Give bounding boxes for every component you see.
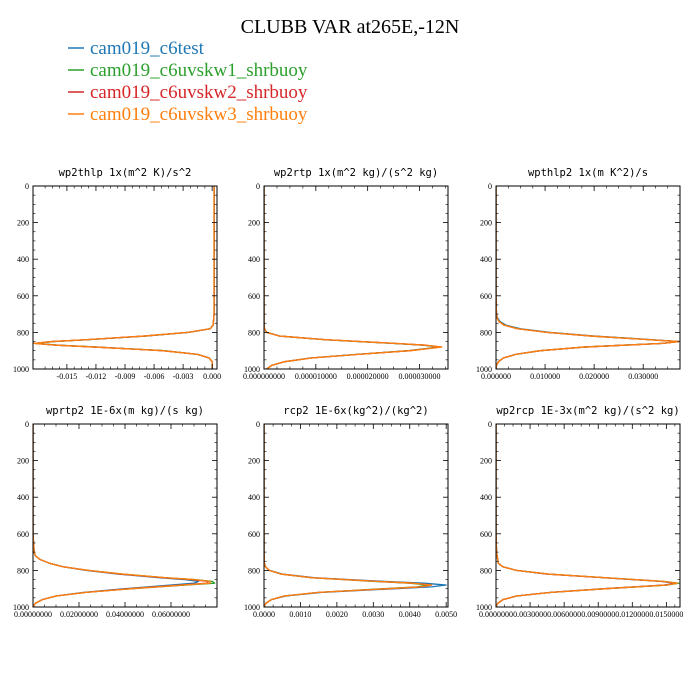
y-tick-label: 400 [17,493,29,502]
x-tick-label: 0.000 [203,372,221,381]
x-tick-label: 0.06000000 [152,610,190,619]
legend-entry: cam019_c6uvskw2_shrbuoy [68,82,308,103]
chart-panel-4: rcp2 1E-6x(kg^2)/(kg^2) 0 200 400 600 800 1000… [244,405,457,619]
y-tick-label: 800 [480,328,492,337]
series-group [264,186,443,369]
x-tick-label: 0.04000000 [106,610,144,619]
series-line-3 [264,186,443,369]
x-tick-label: 0.0020 [326,610,348,619]
x-tick-label: 0.0040 [399,610,421,619]
panel-title: rcp2 1E-6x(kg^2)/(kg^2) [283,405,428,417]
x-tick-label: 0.0150000 [649,610,683,619]
series-line-3 [33,186,215,369]
panel-title: wp2thlp 1x(m^2 K)/s^2 [59,167,192,179]
chart-panel-1: wp2rtp 1x(m^2 kg)/(s^2 kg) 0 200 400 600 800 1… [243,167,449,381]
legend-entry: cam019_c6uvskw1_shrbuoy [68,60,308,81]
y-tick-label: 1000 [13,365,29,374]
legend-label-1: cam019_c6uvskw1_shrbuoy [90,60,308,81]
x-tick-label: 0.030000 [628,372,658,381]
y-tick-label: 200 [480,219,492,228]
y-tick-label: 400 [480,493,492,502]
legend-label-0: cam019_c6test [90,38,205,59]
x-tick-label: -0.003 [173,372,194,381]
legend-entry: cam019_c6uvskw3_shrbuoy [68,104,308,125]
x-tick-label: 0.000010000 [295,372,337,381]
x-tick-label: 0.0060000 [547,610,581,619]
y-tick-label: 0 [25,420,29,429]
y-tick-label: 0 [256,420,260,429]
x-tick-label: -0.015 [57,372,78,381]
x-tick-label: -0.012 [86,372,107,381]
y-tick-label: 1000 [13,603,29,612]
y-tick-label: 800 [248,328,260,337]
x-tick-label: -0.009 [115,372,136,381]
figure-title: CLUBB VAR at265E,-12N [241,16,460,38]
y-tick-label: 800 [17,328,29,337]
series-line-3 [496,424,679,607]
y-tick-label: 600 [17,530,29,539]
panel-title: wp2rtp 1x(m^2 kg)/(s^2 kg) [274,167,438,179]
y-tick-label: 0 [488,420,492,429]
y-tick-label: 200 [248,219,260,228]
series-line-3 [264,424,433,607]
y-tick-label: 1000 [476,365,492,374]
y-tick-label: 600 [480,292,492,301]
series-group [264,424,447,607]
chart-panel-3: wprtp2 1E-6x(m kg)/(s kg) 0 200 400 600 800 10… [13,405,218,619]
y-tick-label: 800 [248,566,260,575]
x-tick-label: -0.006 [144,372,165,381]
x-tick-label: 0.0010 [289,610,311,619]
y-tick-label: 600 [248,530,260,539]
y-tick-label: 200 [17,457,29,466]
panel-title: wp2rcp 1E-3x(m^2 kg)/(s^2 kg) [496,405,679,417]
legend-label-2: cam019_c6uvskw2_shrbuoy [90,82,308,103]
x-tick-label: 0.000000 [481,372,511,381]
x-tick-label: 0.0090000 [581,610,615,619]
legend-label-3: cam019_c6uvskw3_shrbuoy [90,104,308,125]
x-tick-label: 0.010000 [530,372,560,381]
x-tick-label: 0.0120000 [615,610,649,619]
x-tick-label: 0.0030000 [513,610,547,619]
x-tick-label: 0.020000 [579,372,609,381]
y-tick-label: 200 [248,457,260,466]
panel-title: wpthlp2 1x(m K^2)/s [528,167,648,179]
chart-panel-0: wp2thlp 1x(m^2 K)/s^2 0 200 400 600 800 1000 -0… [13,167,221,381]
series-group [496,424,680,607]
legend: cam019_c6test cam019_c6uvskw1_shrbuoy ca… [68,38,308,125]
x-tick-label: 0.02000000 [60,610,98,619]
x-tick-label: 0.00000000 [14,610,52,619]
x-tick-label: 0.0000 [253,610,275,619]
y-tick-label: 400 [248,493,260,502]
y-tick-label: 400 [17,255,29,264]
x-tick-label: 0.000000000 [243,372,285,381]
y-tick-label: 400 [248,255,260,264]
y-tick-label: 600 [480,530,492,539]
x-tick-label: 0.0030 [362,610,384,619]
legend-entry: cam019_c6test [68,38,205,59]
y-tick-label: 0 [25,182,29,191]
y-tick-label: 1000 [476,603,492,612]
chart-panel-2: wpthlp2 1x(m K^2)/s 0 200 400 600 800 10000.00… [476,167,681,381]
y-tick-label: 200 [17,219,29,228]
y-tick-label: 1000 [244,603,260,612]
series-group [33,186,215,369]
x-tick-label: 0.0050 [435,610,457,619]
y-tick-label: 1000 [244,365,260,374]
x-tick-label: 0.000020000 [347,372,389,381]
x-tick-label: 0.000030000 [398,372,440,381]
y-tick-label: 800 [17,566,29,575]
y-tick-label: 0 [488,182,492,191]
x-tick-label: 0.0000000 [479,610,513,619]
y-tick-label: 200 [480,457,492,466]
y-tick-label: 600 [17,292,29,301]
y-tick-label: 400 [480,255,492,264]
chart-panels: wp2thlp 1x(m^2 K)/s^2 0 200 400 600 800 1000 -0… [13,167,683,619]
y-tick-label: 800 [480,566,492,575]
chart-panel-5: wp2rcp 1E-3x(m^2 kg)/(s^2 kg) 0 200 400 600 8… [476,405,683,619]
y-tick-label: 0 [256,182,260,191]
y-tick-label: 600 [248,292,260,301]
panel-title: wprtp2 1E-6x(m kg)/(s kg) [46,405,204,417]
